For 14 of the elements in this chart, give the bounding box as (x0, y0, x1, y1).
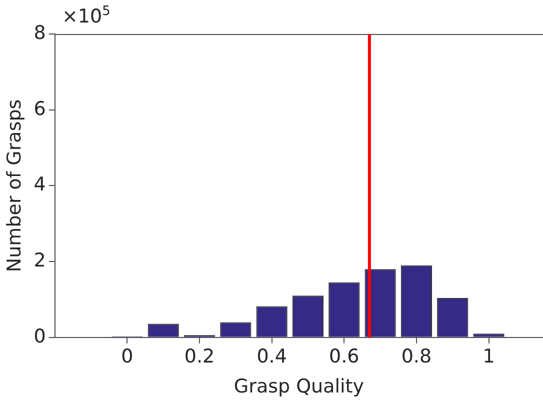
x-tick-label: 0.6 (329, 346, 360, 368)
text: ×10$^{5}$ (62, 4, 110, 28)
y-tick-label: 6 (34, 98, 46, 120)
y-tick-label: 4 (34, 174, 46, 196)
x-axis-title: Grasp Quality (234, 376, 364, 398)
y-tick-label: 8 (34, 22, 46, 44)
y-tick-label: 0 (34, 325, 46, 348)
x-tick-label: 1 (482, 346, 495, 368)
x-tick-label: 0.8 (401, 346, 432, 368)
x-tick-label: 0 (121, 346, 134, 368)
x-tick-label: 0.4 (256, 346, 287, 368)
y-tick-label: 2 (34, 249, 46, 272)
x-tick-label: 0.2 (184, 346, 215, 368)
y-axis-title: Number of Grasps (3, 99, 26, 272)
